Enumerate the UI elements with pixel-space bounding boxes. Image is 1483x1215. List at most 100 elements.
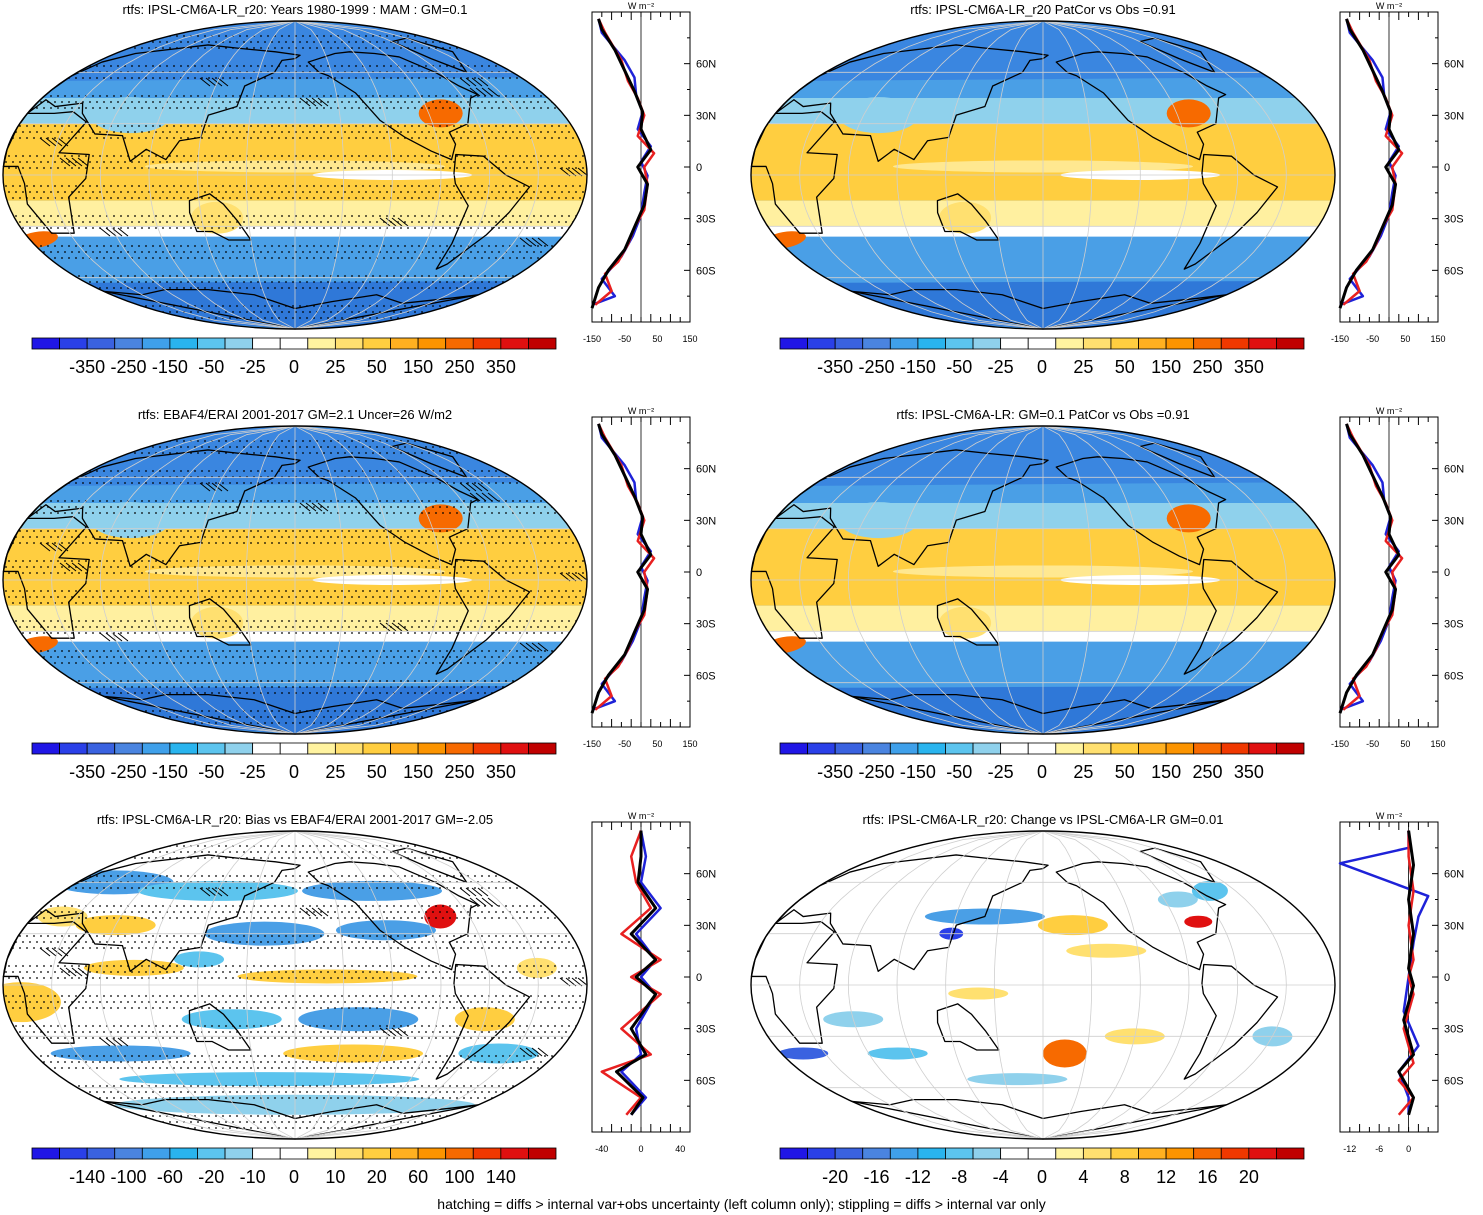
meridian: [245, 426, 296, 734]
colorbar-swatch: [1138, 337, 1167, 350]
lat-label: 30S: [696, 619, 716, 631]
colorbar-swatch: [834, 742, 864, 755]
colorbar: -20 -16 -12 -8 -4 0 4 8 12 16 20: [779, 1147, 1305, 1187]
meridian: [993, 831, 1044, 1139]
graticule: [751, 831, 1335, 1139]
colorbar-label: -4: [993, 1167, 1009, 1187]
profile-tick-label: 0: [1406, 1144, 1411, 1154]
lat-label: 30N: [1444, 920, 1464, 932]
continent-australia: [936, 598, 1000, 646]
profile-tick-label: 50: [652, 334, 662, 344]
zonal-mean-profile: W m⁻² 60N 30N 0 30S 60S -150 -50 50 150: [583, 1, 716, 344]
lat-label: 60S: [1444, 1075, 1464, 1087]
meridian: [1042, 21, 1093, 329]
colorbar-swatch: [362, 1147, 391, 1160]
meridian: [148, 831, 296, 1139]
meridian: [945, 21, 1044, 329]
lat-label: 30S: [1444, 214, 1464, 226]
colorbar-label: 350: [486, 357, 516, 377]
units-label: W m⁻²: [1376, 1, 1402, 11]
colorbar-label: -150: [900, 762, 936, 782]
meridian: [245, 21, 296, 329]
lat-label: 60N: [1444, 59, 1464, 71]
colorbar-label: 50: [1115, 357, 1135, 377]
colorbar-swatch: [445, 742, 474, 755]
units-label: W m⁻²: [628, 1, 654, 11]
colorbar-label: -250: [111, 762, 147, 782]
colorbar-label: -50: [198, 762, 224, 782]
colorbar-swatch: [1027, 1147, 1057, 1160]
color-band: [63, 21, 521, 81]
continent-north-america: [1055, 51, 1227, 161]
lat-label: 0: [696, 162, 702, 174]
meridian: [799, 831, 1044, 1139]
continent-australia: [936, 1003, 1000, 1051]
meridian: [945, 426, 1044, 734]
meridian: [99, 831, 296, 1139]
colorbar-label: -20: [822, 1167, 848, 1187]
colorbar-swatch: [945, 1147, 974, 1160]
meridian: [294, 831, 393, 1139]
colorbar-swatch: [141, 1147, 171, 1160]
meridian: [294, 21, 345, 329]
colorbar-swatch: [834, 337, 864, 350]
colorbar-swatch: [1082, 337, 1112, 350]
continent-north-america: [307, 51, 479, 161]
continent-africa: [750, 111, 838, 234]
colorbar-swatch: [224, 1147, 254, 1160]
colorbar-swatch: [307, 1147, 336, 1160]
graticule: [3, 426, 587, 734]
meridian: [1042, 426, 1239, 734]
colorbar-swatch: [1276, 1147, 1305, 1160]
colorbar-swatch: [390, 742, 419, 755]
colorbar-label: 25: [1073, 357, 1093, 377]
colorbar-label: 100: [444, 1167, 474, 1187]
graticule: [751, 21, 1335, 329]
colorbar-label: -350: [69, 762, 105, 782]
colorbar-label: -150: [900, 357, 936, 377]
lat-label: 30N: [696, 515, 716, 527]
lat-label: 60N: [696, 464, 716, 476]
colorbar-label: -350: [817, 762, 853, 782]
red-profile-line: [600, 830, 662, 1116]
profile-tick-label: -12: [1343, 1144, 1356, 1154]
colorbar: -140 -100 -60 -20 -10 0 10 20 60 100 140: [31, 1147, 557, 1187]
colorbar-label: 250: [444, 762, 474, 782]
color-anomaly: [1066, 943, 1147, 958]
meridian: [896, 21, 1044, 329]
meridian: [294, 426, 345, 734]
graticule: [751, 426, 1335, 734]
colorbar-swatch: [197, 337, 226, 350]
colorbar-swatch: [779, 337, 808, 350]
colorbar-swatch: [945, 742, 974, 755]
colorbar: -350 -250 -150 -50 -25 0 25 50 150 250 350: [779, 742, 1305, 782]
colorbar-swatch: [390, 337, 419, 350]
colorbar-swatch: [889, 1147, 919, 1160]
colorbar: -350 -250 -150 -50 -25 0 25 50 150 250 350: [31, 337, 557, 377]
lat-label: 30S: [1444, 619, 1464, 631]
meridian: [197, 21, 296, 329]
color-band: [811, 426, 1269, 486]
zonal-mean-profile: W m⁻² 60N 30N 0 30S 60S -150 -50 50 150: [583, 406, 716, 749]
color-band: [86, 686, 507, 734]
colorbar-swatch: [334, 337, 364, 350]
meridian: [1042, 426, 1287, 734]
color-anomaly: [283, 1044, 424, 1063]
meridian: [993, 21, 1044, 329]
colorbar-swatch: [59, 337, 88, 350]
panel-change: rtfs: IPSL-CM6A-LR_r20: Change vs IPSL-C…: [748, 810, 1483, 1215]
map-border: [2, 425, 588, 735]
colorbar-swatch: [972, 1147, 1002, 1160]
colorbar-swatch: [1027, 337, 1057, 350]
colorbar-swatch: [862, 337, 891, 350]
colorbar-swatch: [417, 337, 447, 350]
colorbar-label: 140: [486, 1167, 516, 1187]
profile-tick-label: -50: [1366, 739, 1379, 749]
color-anomaly: [119, 1072, 420, 1087]
meridian: [294, 831, 491, 1139]
colorbar-swatch: [472, 1147, 502, 1160]
colorbar-swatch: [59, 742, 88, 755]
profile-tick-label: 50: [1400, 739, 1410, 749]
colorbar-swatch: [59, 1147, 88, 1160]
global-map: [750, 20, 1336, 330]
